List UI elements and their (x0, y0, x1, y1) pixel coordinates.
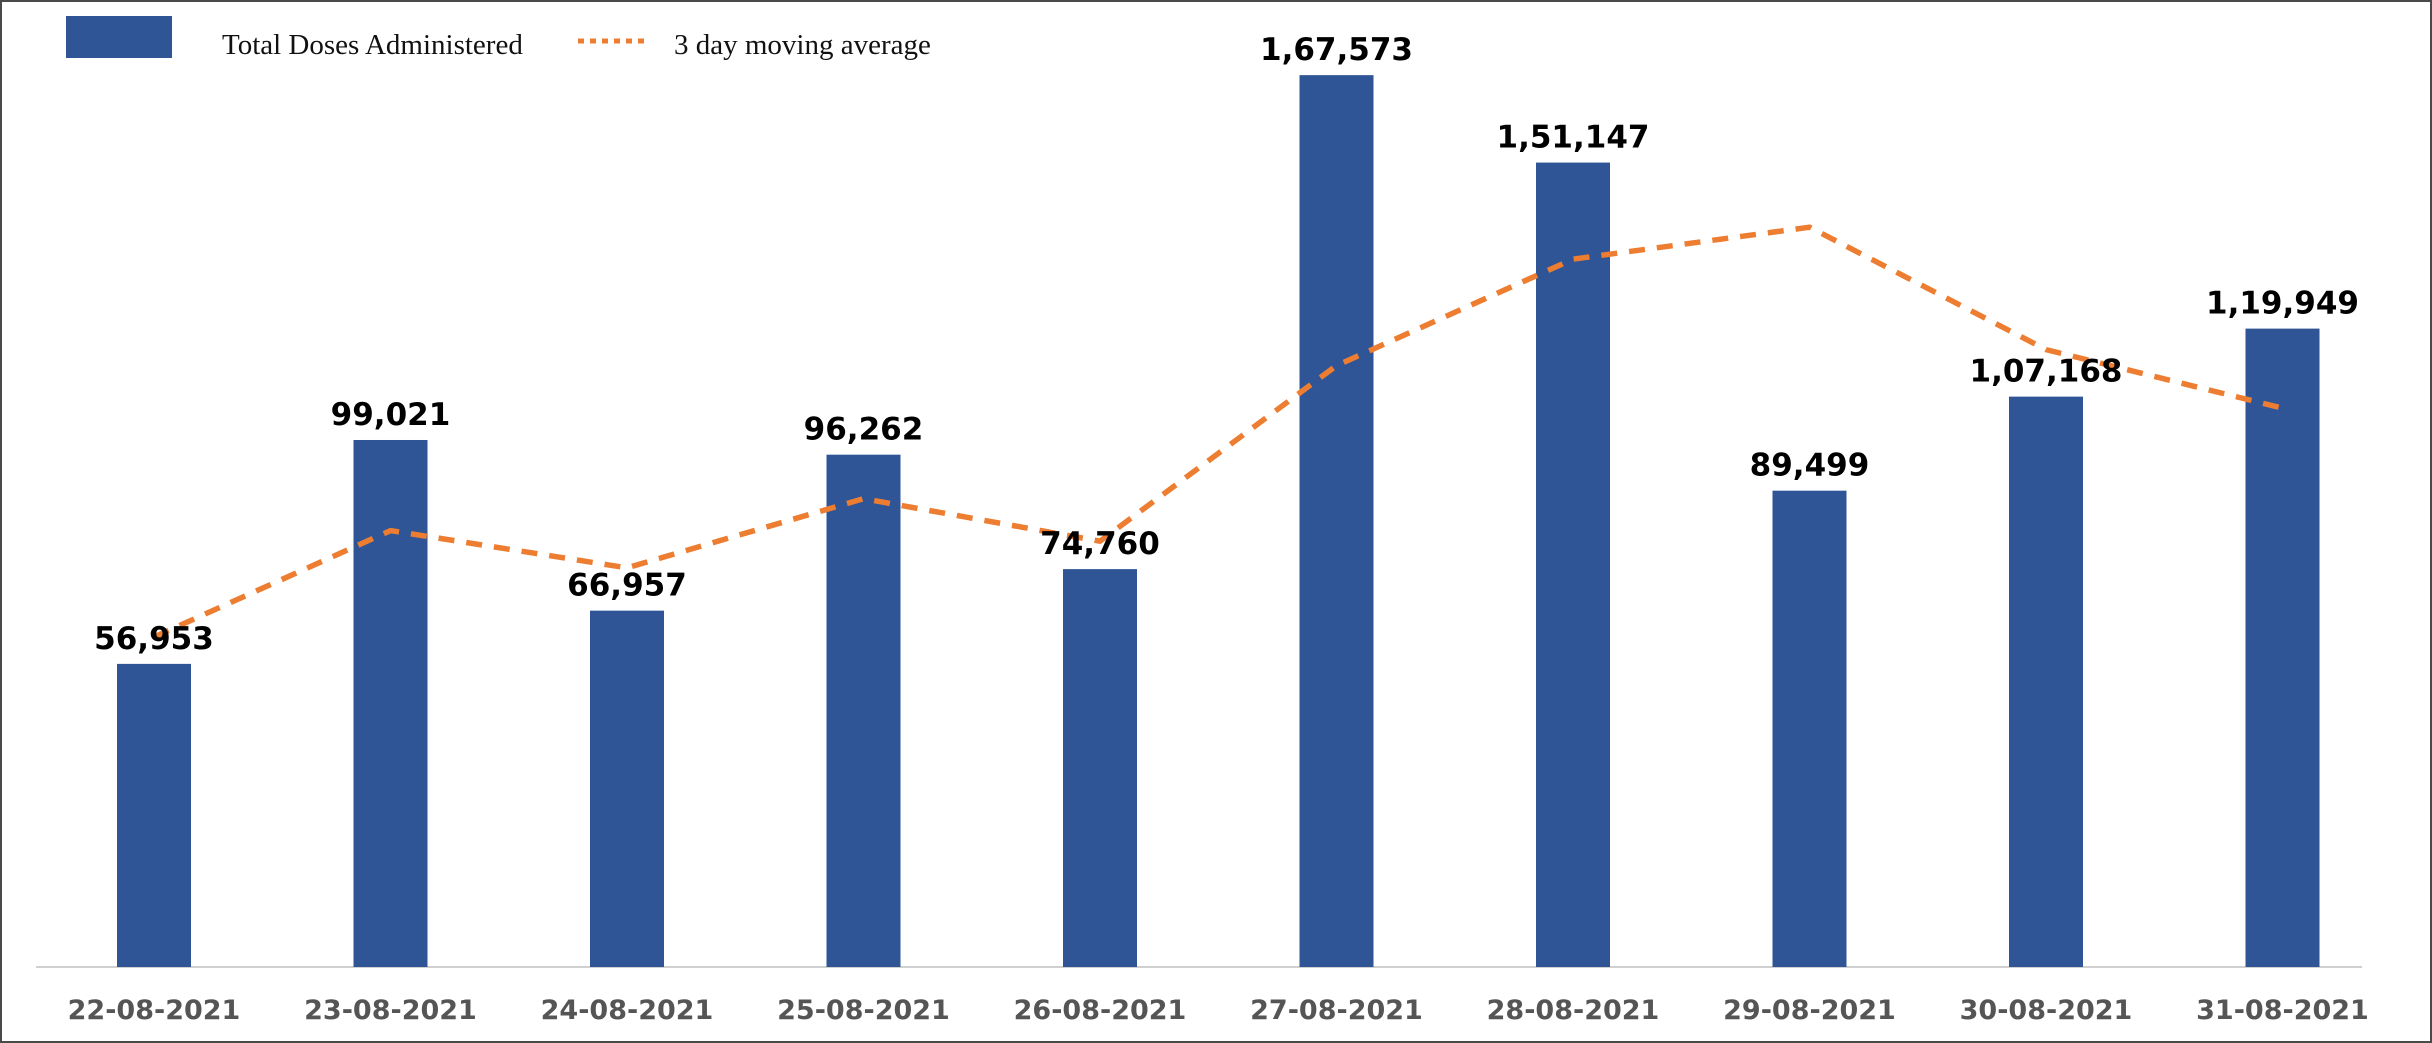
x-tick-label: 25-08-2021 (777, 995, 950, 1026)
bar-30-08-2021 (2009, 396, 2083, 968)
x-tick-label: 28-08-2021 (1487, 995, 1660, 1026)
bar-28-08-2021 (1536, 162, 1610, 967)
x-tick-label: 30-08-2021 (1960, 995, 2133, 1026)
x-tick-label: 29-08-2021 (1723, 995, 1896, 1026)
legend: Total Doses Administered 3 day moving av… (66, 16, 931, 61)
x-tick-label: 31-08-2021 (2196, 995, 2369, 1026)
bar-value-label: 66,957 (567, 568, 687, 604)
bar-23-08-2021 (353, 439, 428, 967)
bar-31-08-2021 (2245, 328, 2320, 968)
bar-27-08-2021 (1299, 75, 1374, 967)
bar-24-08-2021 (590, 610, 664, 967)
bars-group (117, 75, 2320, 968)
x-tick-label: 22-08-2021 (68, 995, 241, 1026)
x-tick-label: 26-08-2021 (1014, 995, 1187, 1026)
moving-average-line (152, 224, 2284, 640)
bar-29-08-2021 (1772, 490, 1847, 967)
bar-labels-group: 56,953 99,021 66,957 96,262 74,760 1,67,573 1,… (94, 32, 2359, 657)
legend-bar-swatch (66, 16, 172, 58)
bar-value-label: 1,51,147 (1497, 120, 1650, 156)
bar-22-08-2021 (117, 663, 191, 967)
bar-value-label: 96,262 (804, 412, 924, 448)
legend-label-total-doses: Total Doses Administered (222, 29, 523, 61)
bar-value-label: 1,67,573 (1260, 32, 1413, 68)
bar-value-label: 1,19,949 (2206, 286, 2359, 322)
bar-value-label: 74,760 (1040, 526, 1160, 562)
x-tick-label: 24-08-2021 (541, 995, 714, 1026)
bar-25-08-2021 (826, 454, 901, 967)
x-tick-label: 23-08-2021 (304, 995, 477, 1026)
x-tick-labels-group: 22-08-2021 23-08-2021 24-08-2021 25-08-2021… (68, 995, 2369, 1026)
bar-26-08-2021 (1063, 569, 1137, 967)
bar-value-label: 89,499 (1750, 448, 1870, 484)
x-tick-label: 27-08-2021 (1250, 995, 1423, 1026)
bar-value-label: 56,953 (94, 621, 214, 657)
bar-value-label: 1,07,168 (1970, 354, 2123, 390)
bar-value-label: 99,021 (331, 397, 451, 433)
legend-label-moving-average: 3 day moving average (674, 29, 931, 61)
